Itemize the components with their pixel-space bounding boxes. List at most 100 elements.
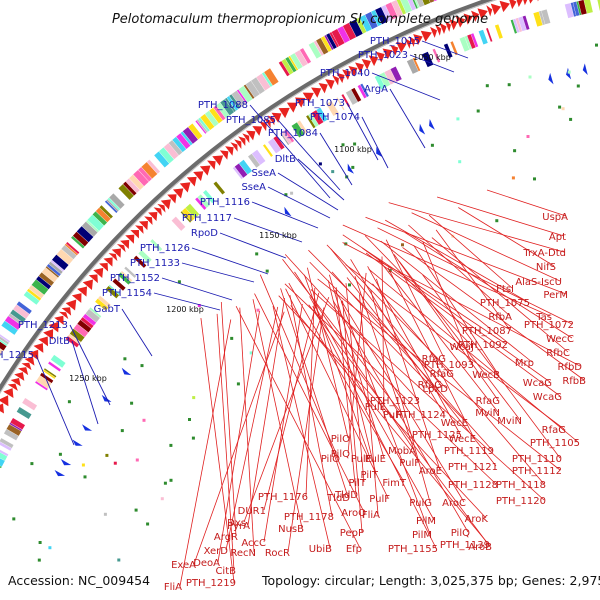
cog-segment (522, 15, 530, 30)
gene-arrow-reverse (72, 439, 83, 446)
cog-segment (416, 0, 425, 8)
gene-arrow (108, 252, 118, 262)
cog-segment (97, 295, 111, 308)
feature-mark (558, 105, 562, 109)
cog-segment (48, 261, 63, 274)
red-gene-label: RfbA (488, 312, 512, 323)
gene-arrow (207, 160, 216, 170)
cog-segment (450, 41, 458, 56)
gene-arrow-reverse (347, 163, 355, 174)
cog-segment (412, 0, 418, 9)
red-gene-label: DUR1 (238, 506, 266, 517)
gene-arrow (130, 229, 139, 239)
cog-segment (570, 2, 577, 17)
cog-segment (36, 276, 52, 290)
gene-arrow (477, 8, 488, 20)
cog-segment (86, 220, 99, 233)
cog-segment (85, 309, 100, 323)
feature-mark (318, 162, 322, 166)
cog-segment (414, 0, 420, 8)
gene-arrow (348, 66, 358, 77)
red-gene-label: Mrp (515, 358, 534, 369)
gene-arrow (153, 207, 162, 217)
gene-arrow (537, 0, 539, 2)
cog-segment (0, 438, 14, 449)
gene-arrow (33, 343, 44, 353)
feature-mark (290, 191, 294, 195)
cog-segment (104, 200, 118, 214)
red-leader-line (458, 207, 555, 267)
cog-segment (374, 74, 386, 90)
cog-segment (118, 184, 134, 200)
feature-mark (476, 109, 480, 113)
red-leader-line (312, 306, 437, 549)
red-gene-label: AroK (465, 514, 489, 525)
blue-gene-label: ArgA (364, 84, 388, 95)
gene-arrow (234, 139, 242, 149)
gene-arrow (404, 38, 411, 49)
blue-gene-label: PTH_1073 (295, 98, 345, 109)
red-gene-label: PulF (369, 494, 390, 505)
feature-mark (103, 512, 107, 516)
blue-gene-label: PTH_1088 (198, 100, 248, 111)
red-leader-line (259, 274, 339, 459)
red-leader-line (235, 306, 361, 549)
gene-arrow-reverse (60, 459, 72, 466)
red-gene-label: RfbD (557, 362, 582, 373)
red-leader-line (342, 224, 551, 317)
feature-mark (177, 280, 181, 284)
feature-mark (140, 364, 144, 368)
gene-arrow (439, 22, 447, 35)
gene-arrow (259, 121, 267, 132)
blue-leader-line (153, 292, 221, 311)
gene-arrow (61, 307, 72, 316)
cog-segment (61, 245, 77, 260)
cog-segment (329, 32, 339, 48)
cog-segment (107, 197, 121, 211)
feature-mark (37, 558, 41, 562)
cog-segment (0, 334, 11, 343)
cog-segment (297, 120, 308, 134)
red-leader-line (398, 261, 521, 421)
red-gene-label: Dxs (227, 518, 246, 529)
red-gene-label: DeoA (193, 558, 220, 569)
blue-gene-label: SseA (241, 182, 266, 193)
red-gene-label: RfaG (542, 425, 566, 436)
feature-mark (188, 418, 191, 421)
cog-segment (264, 68, 279, 86)
cog-segment (203, 190, 215, 204)
ruler-label-1050: 1050 kbp (413, 53, 451, 62)
feature-mark (511, 176, 515, 180)
cog-segment (573, 1, 580, 17)
gene-arrow (99, 262, 109, 272)
cog-segment (213, 105, 226, 121)
cog-segment (248, 153, 260, 168)
blue-gene-label: PTH_1023 (358, 50, 408, 61)
feature-mark (48, 546, 52, 550)
cog-segment (106, 199, 119, 212)
gene-arrow (230, 142, 238, 152)
cog-segment (345, 89, 358, 105)
cog-segment (267, 138, 282, 154)
cog-segment (273, 135, 285, 150)
cog-segment (464, 35, 472, 50)
cog-segment (351, 87, 362, 102)
gene-arrow (278, 107, 290, 119)
cog-segment (141, 162, 158, 179)
gene-arrow (252, 126, 263, 136)
cog-segment (4, 316, 22, 330)
feature-mark (123, 357, 127, 361)
feature-mark (569, 117, 573, 121)
cog-segment (92, 211, 108, 226)
gene-arrow (444, 20, 451, 32)
cog-segment (180, 131, 193, 146)
gene-arrow (212, 155, 224, 166)
gene-arrow (58, 311, 69, 320)
red-gene-label: PilO (331, 434, 350, 445)
blue-gene-label: PTH_1215 (0, 350, 34, 361)
cog-segment (422, 0, 431, 6)
blue-leader-line (277, 172, 339, 211)
cog-segment (158, 147, 174, 164)
cog-segment (384, 69, 397, 85)
red-leader-line (288, 282, 405, 483)
